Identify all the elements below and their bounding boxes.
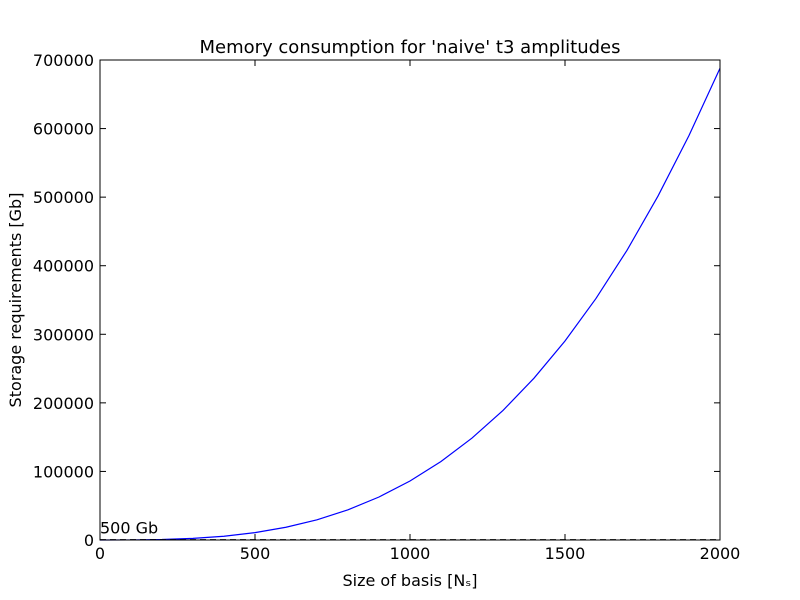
- y-tick-label: 600000: [33, 120, 94, 139]
- data-line: [99, 67, 721, 541]
- y-tick-label: 700000: [33, 51, 94, 70]
- y-tick-label: 300000: [33, 325, 94, 344]
- y-tick-label: 100000: [33, 462, 94, 481]
- y-tick-label: 400000: [33, 257, 94, 276]
- y-tick-label: 200000: [33, 394, 94, 413]
- x-axis-label: Size of basis [Nₛ]: [342, 571, 477, 590]
- y-tick-label: 0: [84, 531, 94, 550]
- x-tick-label: 0: [95, 544, 105, 563]
- x-tick-label: 1000: [390, 544, 431, 563]
- x-tick-label: 500: [240, 544, 271, 563]
- chart-title: Memory consumption for 'naive' t3 amplit…: [199, 37, 620, 58]
- x-tick-label: 2000: [700, 544, 741, 563]
- reference-label: 500 Gb: [100, 519, 158, 538]
- y-axis-label: Storage requirements [Gb]: [6, 193, 25, 408]
- y-tick-label: 500000: [33, 188, 94, 207]
- x-tick-label: 1500: [545, 544, 586, 563]
